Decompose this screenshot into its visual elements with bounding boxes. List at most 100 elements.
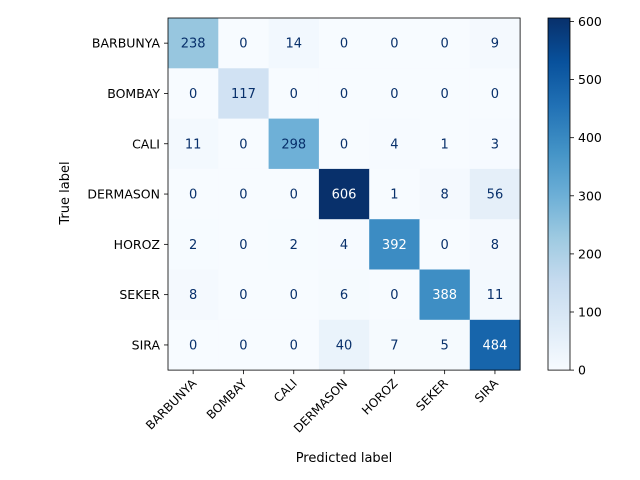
- heatmap-cell: [318, 118, 370, 170]
- cell-value-label: 388: [432, 288, 457, 303]
- heatmap-cell: [168, 269, 219, 321]
- cell-value-label: 0: [239, 188, 247, 203]
- cell-value-label: 11: [185, 137, 202, 152]
- heatmap-cell: [419, 168, 471, 220]
- colorbar: 0 100 200 300 400 500 600: [547, 14, 602, 378]
- x-tick-label: HOROZ: [359, 376, 400, 417]
- heatmap-cell: [268, 319, 320, 371]
- heatmap-cell: [218, 219, 270, 270]
- cell-value-label: 3: [491, 137, 499, 152]
- x-tick-label: BARBUNYA: [143, 376, 200, 433]
- heatmap-cell: [419, 118, 471, 170]
- heatmap-cell: [469, 118, 521, 170]
- x-tick-label: DERMASON: [291, 376, 350, 435]
- cell-value-label: 6: [340, 288, 348, 303]
- colorbar-tick-label: 500: [578, 72, 602, 87]
- heatmap-cells: [168, 18, 521, 371]
- heatmap-cell: [318, 319, 370, 371]
- cell-value-label: 238: [181, 37, 206, 52]
- heatmap-cell: [218, 18, 270, 69]
- heatmap-cell: [469, 18, 521, 69]
- cell-value-label: 40: [336, 338, 353, 353]
- y-tick-label: SIRA: [132, 337, 161, 352]
- cell-value-label: 0: [340, 137, 348, 152]
- heatmap-cell: [218, 319, 270, 371]
- cell-value-label: 0: [441, 37, 449, 52]
- cell-value-label: 0: [340, 87, 348, 102]
- heatmap-cell: [168, 18, 219, 69]
- colorbar-tick-label: 300: [578, 188, 602, 203]
- colorbar-tick-label: 100: [578, 304, 602, 319]
- cell-value-label: 0: [290, 87, 298, 102]
- cell-value-label: 606: [332, 188, 357, 203]
- heatmap-cell: [168, 168, 219, 220]
- heatmap-cell: [318, 219, 370, 270]
- cell-value-label: 0: [239, 338, 247, 353]
- cell-value-label: 14: [285, 37, 302, 52]
- cell-value-label: 0: [390, 288, 398, 303]
- colorbar-tick-label: 200: [578, 246, 602, 261]
- heatmap-cell: [469, 68, 521, 120]
- y-tick-label: BARBUNYA: [92, 36, 161, 51]
- cell-value-label: 5: [441, 338, 449, 353]
- heatmap-cell: [218, 68, 270, 120]
- cell-value-label: 0: [290, 288, 298, 303]
- cell-value-label: 0: [239, 37, 247, 52]
- cell-value-label: 298: [281, 137, 306, 152]
- cell-value-label: 0: [340, 37, 348, 52]
- cell-value-label: 0: [290, 338, 298, 353]
- cell-value-label: 56: [487, 188, 504, 203]
- heatmap-cell: [369, 18, 420, 69]
- cell-value-label: 9: [491, 37, 499, 52]
- heatmap-cell: [218, 269, 270, 321]
- heatmap-cell: [369, 319, 420, 371]
- x-axis-label: Predicted label: [296, 451, 393, 466]
- cell-value-label: 392: [382, 238, 407, 253]
- heatmap-cell: [369, 219, 420, 270]
- y-tick-label: CALI: [132, 136, 160, 151]
- cell-value-label: 0: [189, 188, 197, 203]
- heatmap-cell: [268, 18, 320, 69]
- colorbar-gradient: [547, 17, 571, 371]
- heatmap-cell: [469, 269, 521, 321]
- x-tick-label: SIRA: [472, 376, 502, 406]
- heatmap-cell: [318, 269, 370, 321]
- cell-value-label: 0: [491, 87, 499, 102]
- heatmap-cell: [469, 219, 521, 270]
- cell-value-label: 7: [390, 338, 398, 353]
- cell-value-label: 0: [441, 238, 449, 253]
- cell-value-label: 0: [239, 137, 247, 152]
- cell-value-label: 0: [290, 188, 298, 203]
- y-tick-label: SEKER: [119, 287, 160, 302]
- x-tick-label: SEKER: [413, 376, 450, 413]
- heatmap-cell: [268, 219, 320, 270]
- heatmap-cell: [419, 319, 471, 371]
- heatmap-cell: [168, 319, 219, 371]
- cell-value-label: 11: [487, 288, 504, 303]
- heatmap-cell: [369, 269, 420, 321]
- heatmap-cell: [268, 68, 320, 120]
- heatmap-cell: [369, 118, 420, 170]
- heatmap-cell: [369, 68, 420, 120]
- y-tick-label: DERMASON: [87, 187, 160, 202]
- heatmap-cell: [218, 168, 270, 220]
- heatmap-cell: [268, 168, 320, 220]
- heatmap-cell: [318, 168, 370, 220]
- heatmap-cell: [318, 18, 370, 69]
- heatmap-cell: [469, 168, 521, 220]
- cell-value-label: 1: [390, 188, 398, 203]
- cell-value-label: 8: [491, 238, 499, 253]
- cell-value-label: 4: [340, 238, 348, 253]
- heatmap-cell: [469, 319, 521, 371]
- heatmap-cell: [419, 219, 471, 270]
- cell-value-label: 0: [239, 238, 247, 253]
- heatmap-cell: [369, 168, 420, 220]
- heatmap-cell: [419, 68, 471, 120]
- heatmap-cell: [168, 68, 219, 120]
- cell-value-label: 8: [441, 188, 449, 203]
- cell-value-label: 4: [390, 137, 398, 152]
- heatmap-cell: [419, 269, 471, 321]
- y-axis-label: True label: [58, 161, 73, 225]
